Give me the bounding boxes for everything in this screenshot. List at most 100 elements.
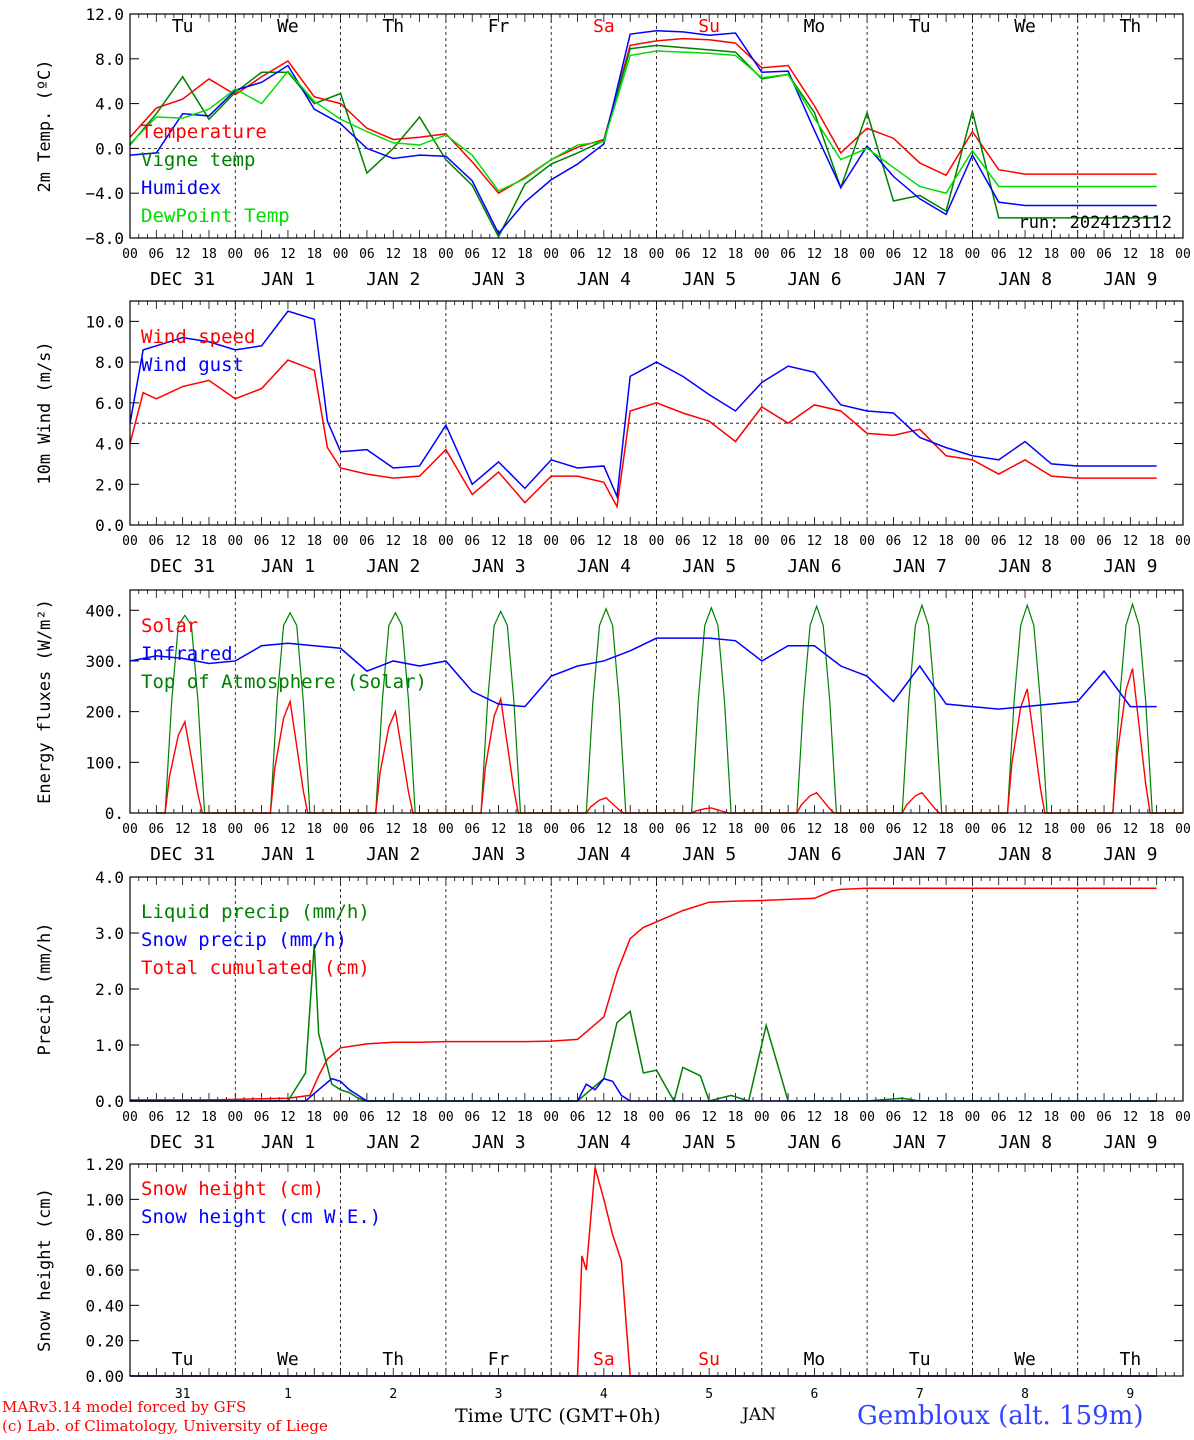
hour-label: 00 <box>754 822 770 837</box>
hour-label: 12 <box>1017 1110 1033 1125</box>
date-label: JAN 4 <box>577 844 631 865</box>
hour-label: 18 <box>622 247 638 262</box>
hour-label: 18 <box>517 1110 533 1125</box>
day-number-label: 5 <box>705 1387 713 1402</box>
y-tick-label: 8.0 <box>95 50 124 69</box>
hour-label: 00 <box>333 822 349 837</box>
y-tick-label: 0.0 <box>95 139 124 158</box>
panel-1 <box>129 13 1184 239</box>
hour-label: 18 <box>306 1110 322 1125</box>
hour-label: 12 <box>701 1110 717 1125</box>
hour-label: 06 <box>991 822 1007 837</box>
hour-label: 00 <box>122 822 138 837</box>
day-number-label: 3 <box>495 1387 503 1402</box>
hour-label: 06 <box>991 247 1007 262</box>
date-label: JAN 3 <box>471 844 525 865</box>
hour-label: 00 <box>1070 534 1086 549</box>
weekday-label: Fr <box>488 16 510 37</box>
hour-label: 06 <box>254 247 270 262</box>
hour-label: 06 <box>359 1110 375 1125</box>
hour-label: 12 <box>596 247 612 262</box>
hour-label: 00 <box>227 1110 243 1125</box>
hour-label: 12 <box>280 247 296 262</box>
y-tick-label: 2.0 <box>95 475 124 494</box>
y-tick-label: 0.0 <box>95 1092 124 1111</box>
hour-label: 06 <box>780 822 796 837</box>
hour-label: 00 <box>754 534 770 549</box>
date-label: JAN 6 <box>787 269 841 290</box>
hour-label: 18 <box>1149 1110 1165 1125</box>
hour-label: 12 <box>1123 247 1139 262</box>
weekday-label: Th <box>1120 1349 1142 1370</box>
date-label: JAN 1 <box>261 556 315 577</box>
hour-label: 12 <box>807 534 823 549</box>
date-label: JAN 1 <box>261 269 315 290</box>
hour-label: 18 <box>622 1110 638 1125</box>
hour-label: 06 <box>1096 1110 1112 1125</box>
y-axis-label: 2m Temp. (ºC) <box>35 59 55 192</box>
hour-label: 06 <box>254 1110 270 1125</box>
hour-label: 06 <box>675 534 691 549</box>
hour-label: 18 <box>833 534 849 549</box>
hour-label: 12 <box>1017 534 1033 549</box>
hour-label: 06 <box>675 822 691 837</box>
hour-label: 12 <box>596 1110 612 1125</box>
hour-label: 12 <box>596 534 612 549</box>
weekday-label: Th <box>382 1349 404 1370</box>
hour-label: 12 <box>1123 1110 1139 1125</box>
hour-label: 06 <box>254 822 270 837</box>
date-label: JAN 4 <box>577 269 631 290</box>
hour-label: 00 <box>122 247 138 262</box>
weekday-label: Tu <box>909 16 931 37</box>
date-label: JAN 2 <box>366 1132 420 1153</box>
date-label: JAN 3 <box>471 556 525 577</box>
hour-label: 06 <box>254 534 270 549</box>
hour-label: 12 <box>280 822 296 837</box>
hour-label: 00 <box>227 822 243 837</box>
hour-label: 18 <box>622 822 638 837</box>
weekday-label: Tu <box>172 16 194 37</box>
y-tick-label: 10.0 <box>85 312 124 331</box>
hour-label: 18 <box>938 247 954 262</box>
panel-5 <box>129 1163 1184 1377</box>
y-tick-label: 0.60 <box>85 1261 124 1280</box>
weekday-label: Fr <box>488 1349 510 1370</box>
y-tick-label: 0.80 <box>85 1226 124 1245</box>
hour-label: 18 <box>1149 822 1165 837</box>
credit-line: (c) Lab. of Climatology, University of L… <box>2 1417 328 1435</box>
date-label: JAN 8 <box>998 556 1052 577</box>
hour-label: 00 <box>333 247 349 262</box>
y-tick-label: 0.20 <box>85 1332 124 1351</box>
hour-label: 06 <box>780 247 796 262</box>
date-label: JAN 7 <box>893 269 947 290</box>
hour-label: 18 <box>517 247 533 262</box>
hour-label: 06 <box>148 247 164 262</box>
hour-label: 12 <box>385 247 401 262</box>
weekday-label: Th <box>382 16 404 37</box>
y-tick-label: 2.0 <box>95 980 124 999</box>
date-label: JAN 5 <box>682 844 736 865</box>
date-label: JAN 9 <box>1103 844 1157 865</box>
hour-label: 18 <box>833 822 849 837</box>
hour-label: 18 <box>412 822 428 837</box>
y-tick-label: 100. <box>85 753 124 772</box>
legend-item: Vigne temp <box>141 149 255 171</box>
legend-item: Temperature <box>141 121 267 143</box>
y-tick-label: 4.0 <box>95 435 124 454</box>
model-credit: MARv3.14 model forced by GFS (c) Lab. of… <box>2 1398 328 1436</box>
date-label: JAN 6 <box>787 844 841 865</box>
hour-label: 00 <box>438 534 454 549</box>
location-title: Gembloux (alt. 159m) <box>857 1401 1144 1431</box>
hour-label: 18 <box>833 1110 849 1125</box>
hour-label: 18 <box>728 1110 744 1125</box>
hour-label: 12 <box>491 247 507 262</box>
hour-label: 12 <box>491 1110 507 1125</box>
hour-label: 00 <box>754 247 770 262</box>
hour-label: 00 <box>543 534 559 549</box>
hour-label: 00 <box>1070 247 1086 262</box>
month-label: JAN <box>742 1405 776 1425</box>
hour-label: 06 <box>675 247 691 262</box>
y-tick-label: 1.00 <box>85 1190 124 1209</box>
hour-label: 12 <box>912 247 928 262</box>
